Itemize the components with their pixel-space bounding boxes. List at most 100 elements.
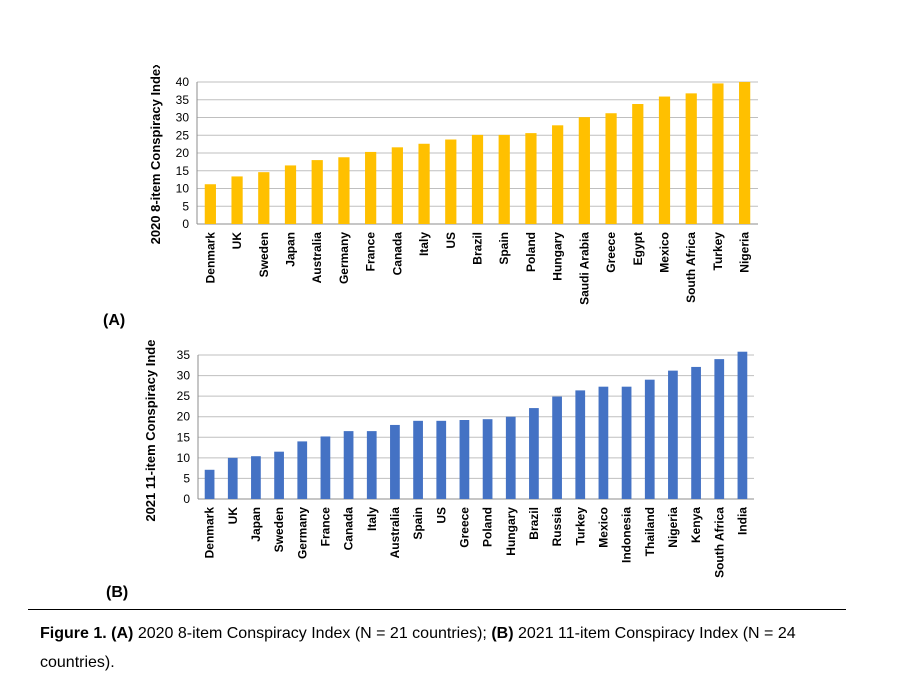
chart-a-x-tick-label: Greece (604, 232, 618, 273)
chart-b-x-tick-label: Japan (249, 507, 263, 542)
chart-b-y-tick-label: 20 (177, 410, 191, 424)
chart-a-x-tick-label: Denmark (203, 232, 217, 284)
chart-b-bar (737, 351, 748, 499)
chart-b-x-tick-label: Sweden (272, 507, 286, 552)
chart-b-bar (598, 386, 609, 499)
chart-b-bar (390, 424, 400, 499)
chart-b-y-tick-label: 35 (177, 348, 191, 362)
chart-a-y-tick-label: 25 (176, 128, 190, 142)
chart-a-bar (391, 147, 403, 224)
chart-b-x-tick-label: UK (226, 507, 240, 525)
chart-a-bar (552, 125, 564, 224)
chart-a-bar (204, 184, 216, 224)
chart-a-x-tick-label: Turkey (711, 232, 725, 271)
caption-b-text: 2021 11-item Conspiracy Index (N = 24 co… (40, 625, 796, 671)
chart-a-bar (739, 82, 751, 224)
chart-b-y-tick-label: 0 (183, 492, 190, 506)
caption-a-text: 2020 8-item Conspiracy Index (N = 21 cou… (137, 625, 487, 642)
chart-a-bar (231, 176, 243, 224)
chart-a-bar (632, 104, 644, 224)
chart-a-y-tick-label: 15 (176, 164, 190, 178)
chart-a-x-tick-label: Italy (417, 232, 431, 256)
chart-b-x-tick-label: Greece (457, 507, 471, 548)
chart-b-x-tick-label: Germany (295, 507, 309, 559)
chart-a-x-tick-label: Germany (337, 232, 351, 284)
chart-b-bar (691, 366, 701, 499)
chart-b-bar (297, 441, 308, 499)
chart-a-y-axis-title: 2020 8-item Conspiracy Index (148, 65, 163, 244)
chart-b-x-tick-label: Turkey (573, 507, 587, 546)
chart-b: 0 5 10 15 20 25 30 35 Denmark UK Japan Sweden German… (143, 340, 754, 578)
chart-b-bar (668, 370, 678, 499)
caption-a-label: (A) (111, 625, 134, 642)
chart-a-bar (338, 157, 350, 224)
chart-b-bar (204, 469, 215, 499)
chart-a-x-tick-label: Mexico (658, 232, 672, 273)
chart-b-bar (482, 419, 493, 499)
chart-b-x-tick-label: Nigeria (666, 507, 680, 548)
chart-b-bar (644, 379, 655, 499)
chart-a-bar (284, 165, 297, 224)
chart-b-x-tick-label: South Africa (712, 507, 726, 578)
chart-b-y-tick-label: 30 (177, 369, 191, 383)
chart-b-bar (320, 436, 331, 499)
chart-b-y-tick-label: 10 (177, 451, 191, 465)
chart-a-x-tick-label: Sweden (257, 232, 271, 277)
chart-b-x-tick-label: Kenya (689, 507, 703, 543)
chart-a-y-tick-label: 0 (182, 217, 189, 231)
chart-b-y-tick-label: 5 (183, 471, 190, 485)
chart-b-bar (575, 390, 586, 499)
chart-a-bar (258, 172, 270, 224)
panel-label-a: (A) (103, 312, 126, 329)
chart-b-x-tick-label: Indonesia (620, 507, 634, 563)
chart-b-bar (529, 408, 539, 499)
chart-b-bar (621, 386, 632, 499)
chart-a: 0 5 10 15 20 25 30 35 40 Denmark UK Sweden Japan Aust… (148, 65, 758, 305)
chart-a-x-tick-label: Nigeria (738, 232, 752, 273)
chart-a-y-tick-label: 5 (182, 199, 189, 213)
chart-a-x-tick-label: Saudi Arabia (577, 232, 591, 305)
chart-a-x-tick-label: Brazil (471, 232, 485, 265)
chart-a-bar (658, 96, 671, 224)
chart-b-x-tick-label: Denmark (203, 507, 217, 559)
chart-a-x-tick-label: Canada (390, 232, 404, 276)
chart-a-y-tick-label: 40 (176, 75, 190, 89)
chart-a-x-tick-label: Australia (310, 232, 324, 284)
chart-a-x-tick-label: Poland (524, 232, 538, 272)
chart-b-x-tick-label: Spain (411, 507, 425, 540)
chart-a-bar (525, 133, 537, 224)
chart-a-y-tick-label: 20 (176, 146, 190, 160)
chart-b-bar (227, 457, 238, 499)
chart-a-bar (365, 151, 377, 224)
chart-a-bar (445, 139, 457, 224)
chart-b-x-tick-label: Brazil (527, 507, 541, 540)
chart-b-bar (714, 359, 725, 499)
chart-b-x-tick-label: US (434, 507, 448, 524)
chart-a-x-tick-label: South Africa (684, 232, 698, 303)
chart-a-y-tick-label: 30 (176, 111, 190, 125)
chart-b-bar (274, 451, 284, 499)
chart-b-bar (436, 420, 447, 499)
chart-a-x-tick-label: Hungary (551, 232, 565, 281)
chart-b-x-tick-label: Mexico (596, 507, 610, 548)
chart-b-bar (366, 431, 377, 499)
chart-a-bar (578, 117, 590, 224)
chart-a-x-tick-label: UK (230, 232, 244, 250)
chart-a-bar (712, 83, 724, 224)
chart-b-x-tick-label: Canada (342, 507, 356, 551)
chart-a-bar (311, 160, 323, 224)
chart-b-y-axis-title: 2021 11-item Conspiracy Index (143, 340, 158, 522)
chart-a-x-tick-label: Egypt (631, 232, 645, 265)
chart-b-x-tick-label: Australia (388, 507, 402, 559)
chart-b-x-tick-label: Italy (365, 507, 379, 531)
chart-b-bar (459, 420, 470, 499)
chart-a-x-tick-label: Spain (497, 232, 511, 265)
chart-b-x-tick-label: France (318, 507, 332, 547)
chart-b-bar (343, 431, 354, 499)
chart-a-bar (498, 134, 510, 224)
chart-a-bar (418, 143, 430, 224)
chart-b-x-tick-label: Thailand (643, 507, 657, 556)
caption-prefix: Figure 1. (40, 625, 107, 642)
caption-divider (28, 609, 846, 610)
chart-b-y-tick-label: 15 (177, 430, 191, 444)
